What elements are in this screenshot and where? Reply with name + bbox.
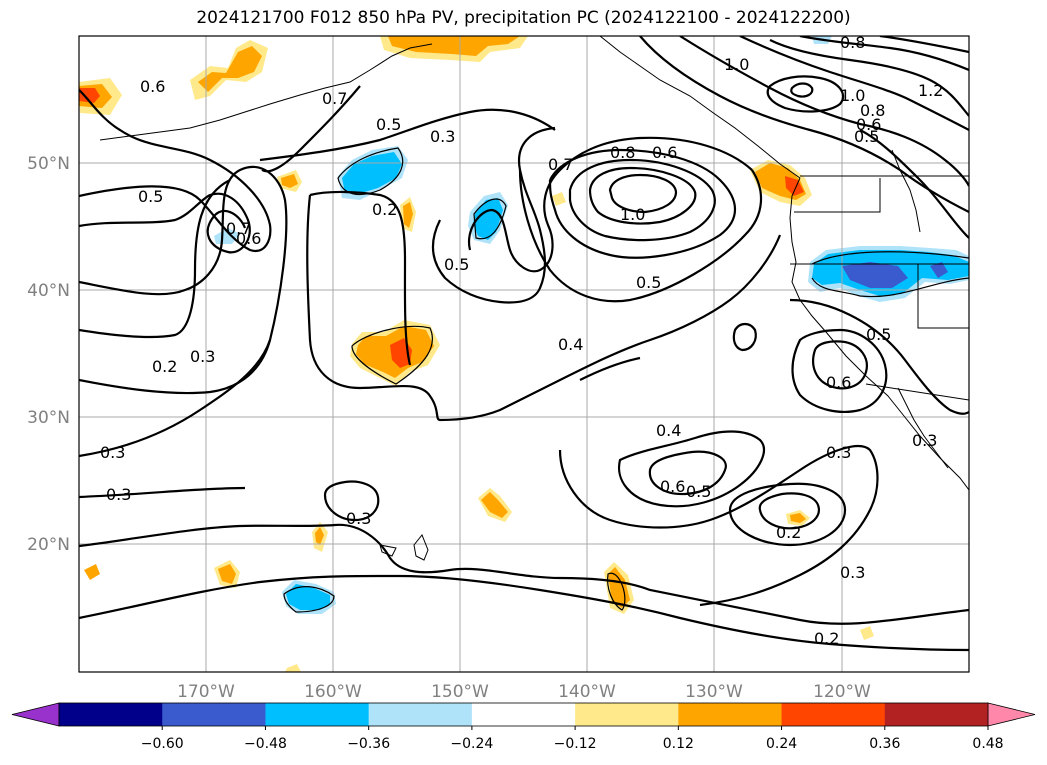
contour-label: 0.7	[226, 219, 251, 238]
contour-label: 0.6	[140, 77, 165, 96]
contour-label: 0.7	[548, 155, 573, 174]
lat-label: 40°N	[27, 281, 70, 301]
pv-contours	[79, 36, 969, 652]
contour-label: 0.3	[430, 127, 455, 146]
contour-label: 0.8	[860, 101, 885, 120]
contour-label: 0.4	[558, 335, 583, 354]
contour-label: 0.2	[372, 200, 397, 219]
contour-label: 0.3	[106, 485, 131, 504]
colorbar-tick-label: −0.48	[244, 736, 287, 752]
lon-label: 160°W	[304, 682, 362, 702]
map-area: 0.6 0.7 0.5 0.3 0.7 0.8 0.6 1.0 0.8 1.0 …	[79, 33, 969, 672]
contour-label: 1.2	[918, 81, 943, 100]
colorbar-tick-label: −0.60	[141, 736, 184, 752]
precip-shading	[79, 36, 969, 672]
colorbar-tick-label: 0.24	[766, 736, 797, 752]
contour-label: 0.2	[776, 523, 801, 542]
contour-label: 0.5	[376, 115, 401, 134]
contour-label: 0.3	[100, 443, 125, 462]
contour-label: 0.8	[840, 33, 865, 52]
colorbar-tick-label: 0.36	[869, 736, 900, 752]
lon-label: 120°W	[813, 682, 871, 702]
contour-label: 1.0	[840, 86, 865, 105]
colorbar-segment	[59, 703, 163, 726]
contour-label: 0.6	[652, 143, 677, 162]
colorbar-tick-label: 0.48	[972, 736, 1003, 752]
colorbar-segment	[781, 703, 886, 726]
lon-label: 130°W	[685, 682, 743, 702]
contour-label: 0.5	[636, 273, 661, 292]
colorbar: −0.60 −0.48 −0.36 −0.24 −0.12 0.12 0.24 0.36 0.4…	[11, 702, 1036, 752]
contour-label: 0.6	[856, 115, 881, 134]
contour-label: 0.8	[610, 143, 635, 162]
contour-labels: 0.6 0.7 0.5 0.3 0.7 0.8 0.6 1.0 0.8 1.0 …	[100, 33, 943, 648]
lon-label: 170°W	[177, 682, 235, 702]
lat-label: 50°N	[27, 154, 70, 174]
map-frame	[78, 35, 970, 673]
contour-label: 0.3	[912, 431, 937, 450]
colorbar-segment	[884, 703, 989, 726]
lon-labels: 170°W 160°W 150°W 140°W 130°W 120°W	[177, 682, 871, 702]
coastlines	[99, 36, 969, 561]
contour-label: 1.0	[620, 205, 645, 224]
contour-label: 0.5	[854, 127, 879, 146]
contour-label: 0.6	[826, 373, 851, 392]
contour-label: 0.2	[814, 629, 839, 648]
colorbar-segment	[678, 703, 783, 726]
contour-label: 0.3	[826, 443, 851, 462]
lat-label: 30°N	[27, 408, 70, 428]
lat-label: 20°N	[27, 535, 70, 555]
contour-label: 0.4	[656, 421, 681, 440]
lon-label: 140°W	[558, 682, 616, 702]
contour-label: 0.3	[190, 347, 215, 366]
colorbar-segment	[162, 703, 266, 726]
map-title: 2024121700 F012 850 hPa PV, precipitatio…	[196, 8, 851, 28]
contour-label: 1.0	[724, 55, 749, 74]
contour-label: 0.2	[152, 357, 177, 376]
contour-label: 0.3	[346, 509, 371, 528]
zero-contours	[283, 147, 969, 613]
contour-label: 0.5	[866, 325, 891, 344]
colorbar-extend-max	[987, 702, 1036, 727]
contour-label: 0.3	[840, 563, 865, 582]
colorbar-tick-label: 0.12	[663, 736, 694, 752]
colorbar-segment	[471, 703, 576, 726]
contour-label: 0.5	[138, 187, 163, 206]
colorbar-segment	[368, 703, 473, 726]
colorbar-extend-min	[11, 702, 60, 727]
gridlines	[79, 36, 969, 672]
colorbar-segment	[575, 703, 679, 726]
contour-label: 0.7	[322, 89, 347, 108]
colorbar-tick-label: −0.24	[450, 736, 493, 752]
colorbar-segment	[265, 703, 370, 726]
contour-label: 0.6	[236, 229, 261, 248]
colorbar-tick-label: −0.12	[554, 736, 597, 752]
contour-label: 0.5	[444, 255, 469, 274]
lat-labels: 50°N 40°N 30°N 20°N	[27, 154, 70, 555]
colorbar-tick-label: −0.36	[347, 736, 390, 752]
contour-label: 0.6	[660, 477, 685, 496]
contour-label: 0.5	[686, 482, 711, 501]
lon-label: 150°W	[431, 682, 489, 702]
